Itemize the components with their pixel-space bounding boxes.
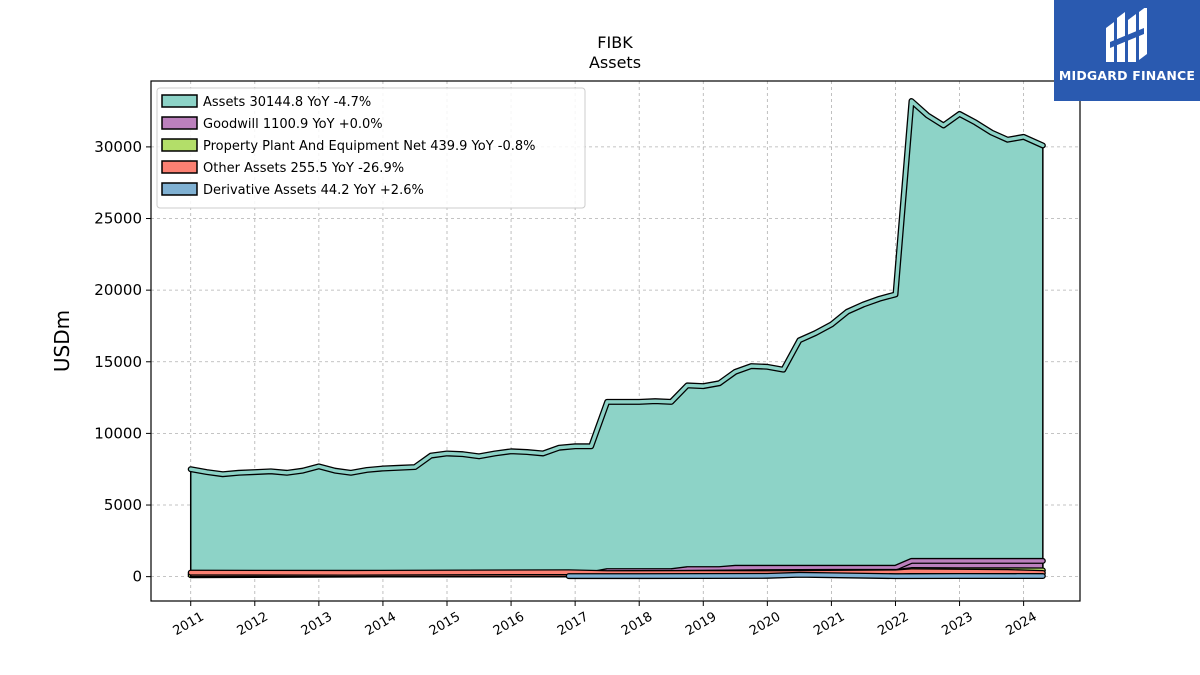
legend-box xyxy=(156,87,586,209)
legend-entry: Assets 30144.8 YoY -4.7% xyxy=(161,94,371,110)
x-tick-label: 2016 xyxy=(491,609,527,639)
y-tick-label: 15000 xyxy=(94,353,142,371)
x-tick-label: 2019 xyxy=(683,609,719,639)
x-tick-label: 2021 xyxy=(811,609,847,639)
area-assets-line xyxy=(189,99,1045,476)
y-tick-label: 25000 xyxy=(94,210,142,228)
x-tick-label: 2018 xyxy=(619,609,655,639)
legend-label: Derivative Assets 44.2 YoY +2.6% xyxy=(203,183,424,198)
x-tick-label: 2023 xyxy=(939,609,975,639)
legend-label: Assets 30144.8 YoY -4.7% xyxy=(203,95,371,110)
plot-frame xyxy=(150,80,1081,602)
area-series xyxy=(187,98,1046,580)
legend-label: Other Assets 255.5 YoY -26.9% xyxy=(203,161,404,176)
legend-swatch xyxy=(161,160,198,174)
x-tick-label: 2020 xyxy=(747,609,783,639)
x-tick-label: 2011 xyxy=(171,609,207,639)
brand-logo: MIDGARD FINANCE xyxy=(1054,0,1200,101)
x-tick-label: 2024 xyxy=(1003,609,1039,639)
midgard-finance-logo-icon xyxy=(1106,8,1147,62)
x-tick-label: 2022 xyxy=(875,609,911,639)
y-tick-label: 10000 xyxy=(94,424,142,442)
legend-swatch xyxy=(161,182,198,196)
area-derivative-assets-line xyxy=(567,573,1045,578)
area-other-assets-line xyxy=(189,569,1045,575)
x-tick-label: 2017 xyxy=(555,609,591,639)
chart-subtitle: Assets xyxy=(589,53,641,72)
legend: Assets 30144.8 YoY -4.7% Goodwill 1100.9 … xyxy=(156,87,586,209)
legend-label: Property Plant And Equipment Net 439.9 Y… xyxy=(203,139,536,154)
x-tick-label: 2014 xyxy=(363,609,399,639)
legend-label: Goodwill 1100.9 YoY +0.0% xyxy=(203,117,383,132)
legend-swatch xyxy=(161,138,198,152)
y-tick-label: 5000 xyxy=(104,496,142,514)
y-tick-label: 20000 xyxy=(94,281,142,299)
legend-swatch xyxy=(161,116,198,130)
legend-entry: Property Plant And Equipment Net 439.9 Y… xyxy=(161,138,536,154)
legend-entry: Other Assets 255.5 YoY -26.9% xyxy=(161,160,404,176)
x-tick-label: 2015 xyxy=(427,609,463,639)
legend-entry: Derivative Assets 44.2 YoY +2.6% xyxy=(161,182,424,198)
y-tick-label: 0 xyxy=(132,568,142,586)
brand-name: MIDGARD FINANCE xyxy=(1058,68,1196,83)
y-axis-label: USDm xyxy=(50,310,74,372)
legend-swatch xyxy=(161,94,198,108)
x-tick-label: 2012 xyxy=(235,609,271,639)
x-tick-label: 2013 xyxy=(299,609,335,639)
y-tick-label: 30000 xyxy=(94,138,142,156)
chart-title: FIBK xyxy=(597,33,633,52)
legend-entry: Goodwill 1100.9 YoY +0.0% xyxy=(161,116,383,132)
